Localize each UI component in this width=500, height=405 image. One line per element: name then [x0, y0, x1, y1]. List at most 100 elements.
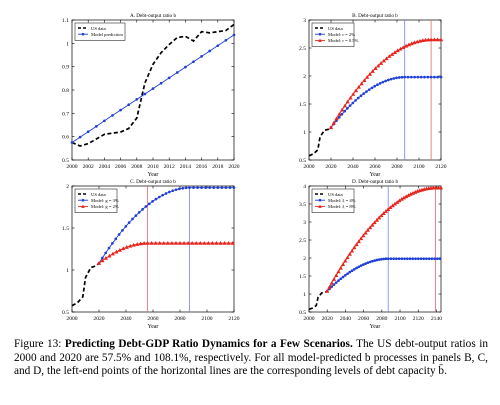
data-point — [427, 257, 431, 261]
x-tick-label: 2006 — [115, 164, 126, 170]
data-point — [430, 257, 434, 261]
legend-marker — [318, 204, 322, 208]
data-point — [96, 261, 102, 265]
data-point — [346, 107, 349, 110]
data-point — [390, 52, 395, 56]
x-tick-label: 2140 — [431, 316, 442, 322]
caption-label: Figure 13: — [14, 338, 62, 350]
data-point — [168, 190, 171, 194]
data-point — [422, 257, 426, 261]
data-point — [365, 90, 368, 93]
data-point — [340, 262, 346, 267]
data-point — [131, 242, 136, 247]
legend-label: US data — [328, 192, 343, 197]
data-point — [433, 185, 438, 190]
data-point — [436, 185, 441, 190]
data-point — [224, 186, 228, 190]
legend-label: US data — [91, 192, 106, 197]
data-point — [78, 135, 82, 139]
legend-label: Model: r = 0.5% — [328, 38, 359, 43]
y-tick-label: 0.7 — [62, 111, 69, 117]
data-point — [348, 270, 352, 274]
data-point — [331, 120, 336, 125]
series-line — [71, 262, 100, 307]
data-point — [359, 264, 363, 268]
data-point — [147, 202, 151, 206]
data-point — [345, 255, 350, 260]
x-tick-label: 2040 — [347, 164, 358, 170]
y-tick-label: 1.5 — [299, 102, 306, 108]
data-point — [370, 86, 374, 90]
data-point — [121, 246, 126, 251]
x-tick-label: 2060 — [147, 316, 158, 322]
data-point — [416, 257, 420, 261]
chart-panel-A: A. Debt-output ratio b 2000 2002 2004 2006 20… — [62, 13, 240, 178]
data-point — [131, 217, 134, 221]
data-point — [103, 255, 109, 260]
y-tick-label: 1.5 — [62, 226, 69, 232]
data-point — [406, 193, 411, 197]
series-line — [71, 23, 235, 147]
data-point — [379, 213, 384, 218]
x-tick-label: 2040 — [120, 316, 131, 322]
data-point — [392, 201, 398, 206]
data-point — [325, 288, 330, 293]
y-tick-label: 2 — [303, 256, 306, 262]
data-point — [356, 84, 361, 89]
data-point — [386, 78, 390, 82]
data-point — [356, 239, 361, 244]
data-point — [230, 241, 235, 245]
data-point — [153, 241, 158, 245]
series-line — [98, 187, 234, 264]
y-tick-label: 1.5 — [299, 274, 306, 280]
data-point — [380, 257, 383, 261]
data-point — [395, 257, 398, 261]
data-point — [381, 211, 386, 216]
y-tick-label: 0.6 — [62, 135, 69, 141]
series-line — [308, 290, 328, 311]
y-tick-label: 3.5 — [299, 202, 306, 208]
data-point — [351, 92, 356, 96]
data-point — [164, 192, 168, 195]
data-point — [124, 245, 129, 249]
data-point — [145, 241, 150, 245]
data-point — [214, 241, 219, 245]
data-point — [376, 63, 381, 68]
data-point — [103, 119, 106, 123]
data-point — [355, 266, 358, 270]
series-line — [98, 242, 233, 264]
data-point — [149, 241, 154, 245]
data-point — [367, 88, 371, 92]
data-point — [175, 71, 179, 74]
data-point — [138, 241, 143, 246]
data-point — [137, 211, 141, 214]
x-tick-label: 2016 — [196, 164, 207, 170]
data-point — [202, 241, 207, 245]
data-point — [186, 241, 191, 245]
data-point — [423, 75, 426, 79]
data-point — [218, 241, 223, 245]
data-point — [101, 256, 104, 260]
data-point — [119, 108, 122, 112]
data-point — [181, 241, 187, 245]
data-point — [358, 236, 364, 241]
data-point — [436, 75, 440, 79]
legend-label: US data — [91, 26, 106, 31]
data-point — [429, 75, 433, 79]
x-tick-label: 2012 — [164, 164, 175, 170]
data-point — [141, 208, 144, 211]
data-point — [438, 185, 444, 190]
data-point — [220, 186, 224, 190]
data-point — [341, 275, 345, 279]
data-point — [411, 257, 415, 261]
series-line — [308, 126, 332, 157]
x-tick-label: 2040 — [340, 316, 351, 322]
data-point — [406, 42, 411, 47]
data-point — [373, 84, 377, 88]
legend-marker — [318, 198, 322, 202]
data-point — [329, 280, 334, 285]
y-tick-label: 3 — [303, 18, 306, 24]
data-point — [184, 186, 188, 190]
